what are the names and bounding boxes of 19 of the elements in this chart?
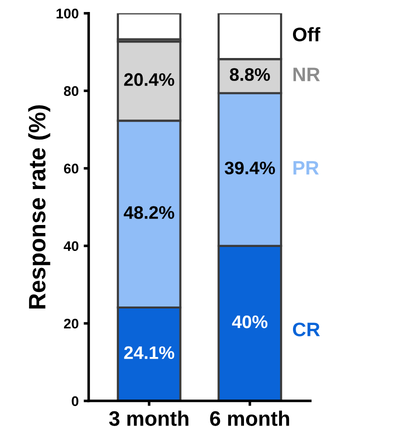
y-tick-label: 80	[64, 86, 78, 96]
x-tick-label: 3 month	[109, 410, 188, 426]
data-label: 20.4%	[124, 73, 174, 86]
series-label: Off	[292, 27, 320, 42]
data-label: 48.2%	[124, 206, 174, 219]
x-tick-label: 6 month	[210, 410, 290, 426]
data-label: 40%	[232, 315, 268, 328]
y-tick-label: 40	[64, 241, 78, 252]
series-label: PR	[293, 161, 319, 175]
data-label: 39.4%	[224, 162, 275, 174]
y-tick-label: 60	[64, 164, 78, 174]
y-axis-title: Response rate (%)	[28, 105, 50, 309]
data-label: 24.1%	[124, 346, 174, 360]
y-tick-label: 100	[56, 8, 78, 18]
series-label: NR	[293, 68, 320, 82]
y-tick-label: 0	[72, 396, 78, 406]
y-tick-label: 20	[64, 318, 78, 329]
data-label: 8.8%	[230, 68, 270, 81]
series-label: CR	[292, 322, 320, 336]
